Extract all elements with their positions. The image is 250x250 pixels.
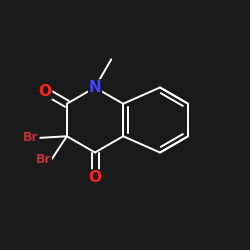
Text: N: N [88, 80, 102, 95]
Text: Br: Br [23, 132, 39, 144]
Text: Br: Br [36, 153, 52, 166]
Text: O: O [39, 84, 52, 99]
Text: O: O [88, 170, 102, 185]
